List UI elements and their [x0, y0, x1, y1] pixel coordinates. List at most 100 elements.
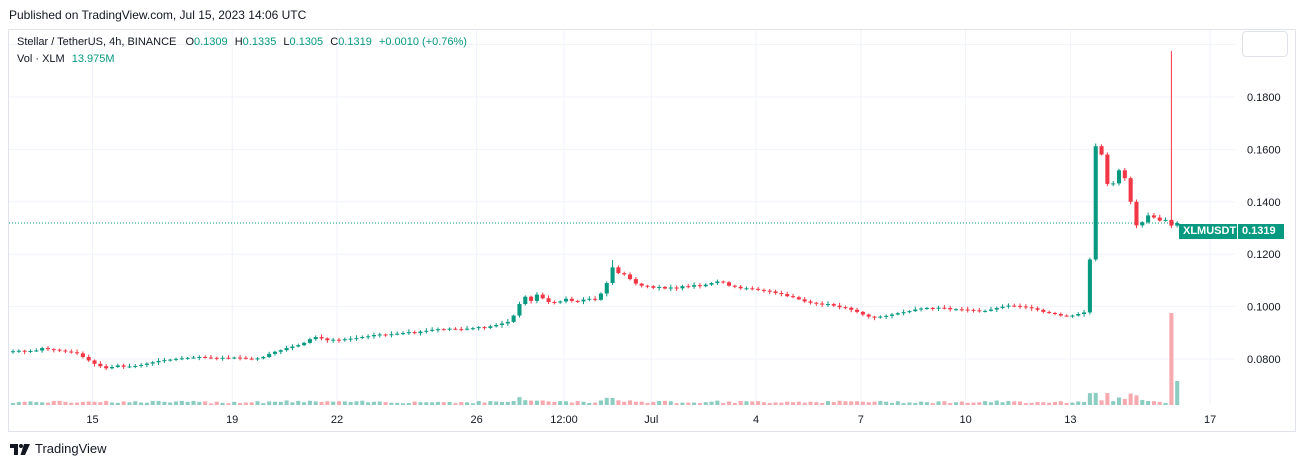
x-tick-label: 26 — [471, 414, 483, 426]
candle-body — [924, 307, 929, 309]
volume-label: Vol · XLM — [17, 53, 65, 65]
candle-body — [482, 327, 487, 329]
candle-body — [16, 350, 21, 352]
volume-bar — [796, 401, 801, 405]
volume-bar — [45, 402, 50, 405]
candle-body — [453, 328, 458, 330]
volume-bar — [1052, 401, 1058, 405]
candle-body — [418, 331, 423, 334]
volume-bar — [808, 401, 813, 405]
volume-bar — [389, 402, 394, 405]
volume-bar — [738, 400, 743, 405]
low-label: L — [283, 36, 290, 48]
candle-body — [255, 358, 260, 360]
volume-bar — [703, 402, 708, 405]
candle-body — [971, 309, 976, 311]
candle-body — [1163, 219, 1168, 221]
volume-bar — [255, 401, 260, 405]
last-price-badge: 0.1319 — [1238, 224, 1284, 239]
candle-body — [238, 357, 243, 359]
volume-bar — [226, 403, 231, 405]
volume-bar — [1070, 402, 1075, 405]
candle-body — [581, 299, 586, 302]
candle-body — [825, 304, 830, 306]
volume-bar — [1151, 401, 1156, 405]
candle-body — [226, 357, 231, 359]
candle-body — [34, 350, 39, 352]
candle-body — [133, 365, 138, 367]
candle-body — [406, 332, 411, 334]
volume-bar — [872, 401, 877, 405]
candle-body — [872, 316, 877, 318]
candle-body — [715, 281, 720, 284]
x-tick-label: 17 — [1204, 414, 1216, 426]
candle-body — [866, 314, 871, 317]
candle-body — [424, 330, 429, 332]
volume-bar — [639, 401, 644, 405]
candle-body — [773, 291, 778, 294]
candle-body — [121, 365, 126, 367]
volume-bar — [680, 402, 685, 405]
candle-body — [395, 333, 400, 335]
candle-body — [109, 366, 115, 369]
candle-body — [243, 357, 248, 359]
candle-body — [1175, 223, 1180, 226]
candle-body — [563, 298, 569, 302]
volume-bar — [459, 402, 464, 405]
volume-bar — [191, 400, 196, 405]
volume-bar — [319, 401, 324, 405]
candle-body — [220, 357, 225, 359]
axis-settings-button[interactable] — [1242, 31, 1288, 57]
candle-body — [1134, 201, 1139, 226]
candle-body — [476, 327, 481, 329]
candles — [11, 50, 1180, 370]
candle-body — [919, 308, 924, 310]
volume-bar — [86, 401, 91, 405]
candle-body — [1047, 311, 1052, 313]
candle-body — [284, 348, 289, 351]
volume-bar — [523, 400, 528, 405]
volume-bar — [267, 401, 272, 405]
volume-bar — [907, 402, 912, 405]
candle-body — [948, 307, 953, 310]
volume-bar — [831, 401, 836, 405]
candle-body — [470, 328, 475, 330]
candle-body — [290, 346, 295, 349]
candle-body — [889, 314, 895, 316]
candle-body — [1140, 222, 1145, 226]
candle-body — [1012, 305, 1017, 307]
volume-bar — [1087, 393, 1092, 405]
volume-bar — [488, 401, 493, 405]
volume-bar — [1169, 313, 1174, 405]
volume-bar — [587, 403, 592, 405]
candle-body — [441, 329, 446, 331]
candle-body — [628, 274, 633, 280]
volume-bar — [109, 402, 115, 405]
candle-body — [820, 303, 825, 305]
volume-bar — [697, 403, 702, 405]
volume-bar — [1134, 395, 1139, 405]
volume-bar — [546, 401, 551, 405]
volume-bar — [645, 403, 650, 405]
candle-body — [907, 311, 912, 313]
volume-legend: Vol · XLM 13.975M — [17, 53, 115, 65]
candle-body — [75, 352, 80, 354]
volume-bar — [377, 401, 382, 405]
volume-bar — [889, 402, 895, 405]
candle-body — [302, 342, 307, 346]
candle-body — [855, 309, 860, 312]
volume-bar — [686, 402, 691, 405]
volume-bar — [261, 403, 266, 405]
candle-body — [214, 357, 219, 359]
volume-bar — [57, 400, 62, 405]
volume-bar — [104, 400, 109, 405]
volume-bar — [779, 402, 784, 405]
candle-body — [639, 283, 644, 286]
volume-bar — [756, 401, 761, 405]
volume-bar — [476, 401, 481, 405]
volume-bar — [692, 402, 697, 405]
tradingview-footer[interactable]: TradingView — [9, 441, 107, 456]
candle-body — [69, 351, 74, 353]
candle-body — [878, 316, 883, 318]
